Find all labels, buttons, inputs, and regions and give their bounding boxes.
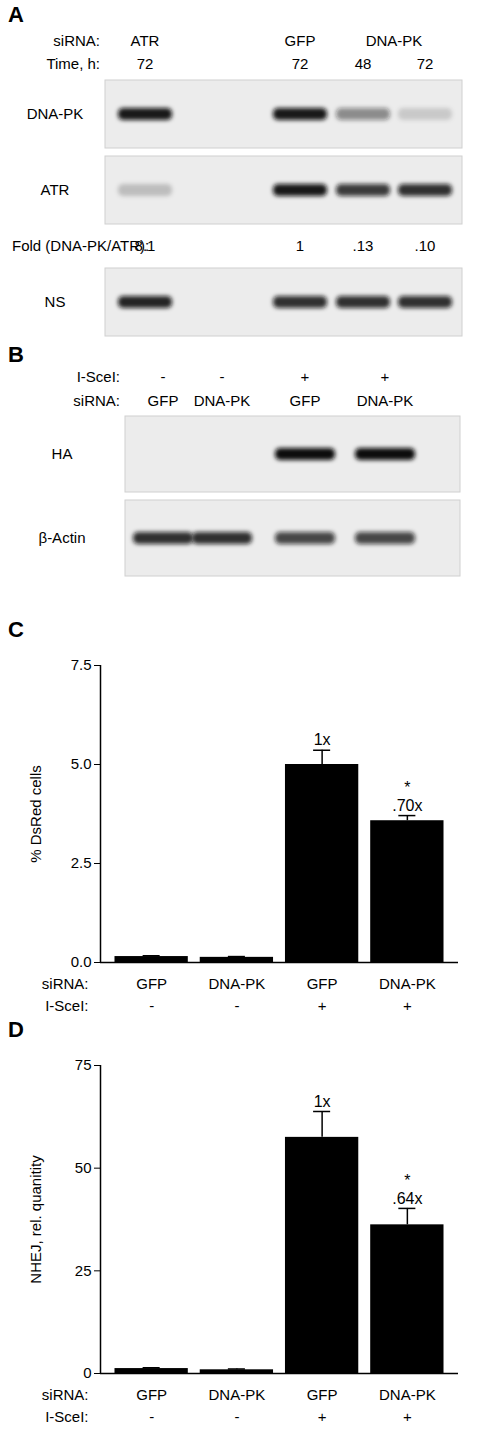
- svg-text:+: +: [381, 368, 390, 385]
- svg-text:75: 75: [75, 1056, 92, 1073]
- svg-text:NHEJ, rel. quanitity: NHEJ, rel. quanitity: [27, 1155, 44, 1284]
- svg-text:Fold (DNA-PK/ATR):: Fold (DNA-PK/ATR):: [12, 237, 149, 254]
- svg-text:2.5: 2.5: [71, 854, 92, 871]
- svg-text:GFP: GFP: [148, 392, 179, 409]
- svg-text:DNA-PK: DNA-PK: [366, 32, 423, 49]
- svg-text:*: *: [404, 1172, 410, 1189]
- svg-text:.13: .13: [353, 237, 374, 254]
- svg-text:NS: NS: [45, 293, 66, 310]
- html-text:C: C: [8, 617, 24, 642]
- svg-text:ATR: ATR: [41, 181, 70, 198]
- svg-text:siRNA:: siRNA:: [42, 1386, 89, 1403]
- svg-text:0: 0: [83, 1364, 91, 1381]
- svg-text:DNA-PK: DNA-PK: [209, 975, 266, 992]
- svg-text:DNA-PK: DNA-PK: [357, 392, 414, 409]
- svg-text:DNA-PK: DNA-PK: [209, 1386, 266, 1403]
- svg-text:-: -: [234, 997, 239, 1014]
- svg-text:+: +: [301, 368, 310, 385]
- svg-text:+: +: [318, 1408, 327, 1425]
- svg-text:DNA-PK: DNA-PK: [194, 392, 251, 409]
- svg-text:5.0: 5.0: [71, 755, 92, 772]
- svg-text:I-SceI:: I-SceI:: [77, 368, 120, 385]
- svg-text:-: -: [220, 368, 225, 385]
- svg-text:GFP: GFP: [307, 975, 338, 992]
- svg-text:I-SceI:: I-SceI:: [45, 1408, 88, 1425]
- svg-text:DNA-PK: DNA-PK: [379, 1386, 436, 1403]
- svg-text:siRNA:: siRNA:: [53, 32, 100, 49]
- svg-text:GFP: GFP: [290, 392, 321, 409]
- svg-text:1: 1: [296, 237, 304, 254]
- svg-text:.10: .10: [415, 237, 436, 254]
- svg-text:-: -: [161, 368, 166, 385]
- svg-text:8.1: 8.1: [135, 237, 156, 254]
- svg-text:.64x: .64x: [392, 1190, 422, 1207]
- svg-text:GFP: GFP: [307, 1386, 338, 1403]
- svg-text:siRNA:: siRNA:: [42, 975, 89, 992]
- svg-text:48: 48: [355, 55, 372, 72]
- svg-text:DNA-PK: DNA-PK: [27, 105, 84, 122]
- svg-text:+: +: [403, 997, 412, 1014]
- svg-text:25: 25: [75, 1262, 92, 1279]
- svg-text:50: 50: [75, 1159, 92, 1176]
- svg-text:GFP: GFP: [136, 975, 167, 992]
- svg-text:72: 72: [292, 55, 309, 72]
- svg-text:1x: 1x: [314, 1093, 331, 1110]
- svg-text:+: +: [318, 997, 327, 1014]
- svg-text:ATR: ATR: [131, 32, 160, 49]
- svg-text:β-Actin: β-Actin: [39, 529, 86, 546]
- svg-text:Time, h:: Time, h:: [46, 55, 100, 72]
- svg-text:siRNA:: siRNA:: [73, 392, 120, 409]
- svg-text:72: 72: [417, 55, 434, 72]
- svg-text:-: -: [149, 997, 154, 1014]
- html-text:B: B: [8, 342, 24, 367]
- svg-text:-: -: [234, 1408, 239, 1425]
- svg-text:HA: HA: [52, 445, 73, 462]
- html-text:A: A: [8, 2, 24, 27]
- svg-text:+: +: [403, 1408, 412, 1425]
- svg-text:72: 72: [137, 55, 154, 72]
- html-text:D: D: [8, 1017, 24, 1042]
- svg-text:*: *: [404, 779, 410, 796]
- svg-text:GFP: GFP: [285, 32, 316, 49]
- svg-text:7.5: 7.5: [71, 656, 92, 673]
- svg-text:I-SceI:: I-SceI:: [45, 997, 88, 1014]
- svg-text:.70x: .70x: [392, 797, 422, 814]
- svg-text:GFP: GFP: [136, 1386, 167, 1403]
- svg-text:% DsRed cells: % DsRed cells: [27, 765, 44, 863]
- svg-text:-: -: [149, 1408, 154, 1425]
- svg-text:0.0: 0.0: [71, 953, 92, 970]
- svg-text:1x: 1x: [314, 731, 331, 748]
- svg-text:DNA-PK: DNA-PK: [379, 975, 436, 992]
